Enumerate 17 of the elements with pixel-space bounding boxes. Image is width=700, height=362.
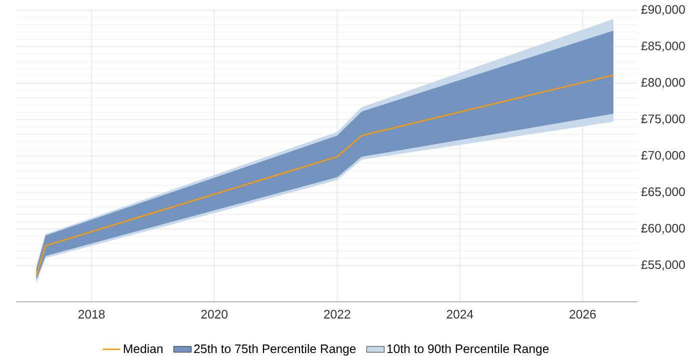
legend-label: 25th to 75th Percentile Range <box>194 344 356 356</box>
x-tick-label: 2022 <box>324 310 350 319</box>
x-tick-label: 2018 <box>78 310 105 319</box>
y-tick-label: £75,000 <box>641 114 685 125</box>
y-tick-label: £60,000 <box>641 224 685 234</box>
x-tick-label: 2024 <box>446 310 474 319</box>
y-tick-label: £55,000 <box>641 260 685 271</box>
x-tick-label: 2020 <box>201 310 228 319</box>
y-tick-label: £90,000 <box>641 5 685 16</box>
line-series <box>36 74 614 276</box>
legend-label: Median <box>124 344 162 354</box>
y-tick-label: £85,000 <box>641 42 685 52</box>
x-tick-label: 2026 <box>570 310 596 319</box>
y-tick-label: £70,000 <box>641 151 685 162</box>
y-tick-label: £65,000 <box>641 188 685 198</box>
legend-label: 10th to 90th Percentile Range <box>387 344 549 356</box>
y-tick-label: £80,000 <box>641 78 685 88</box>
